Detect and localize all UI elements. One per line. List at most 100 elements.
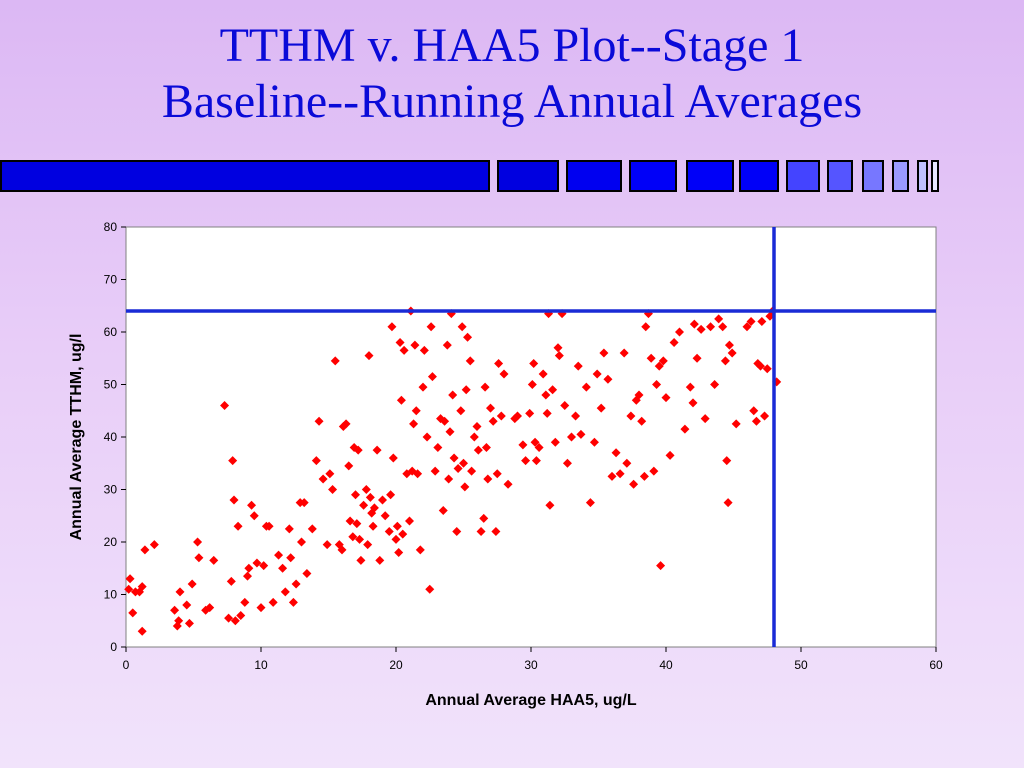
data-point [311,456,321,466]
data-point [264,521,274,531]
x-tick-label: 20 [389,658,403,672]
data-point [553,343,563,353]
data-point [718,322,728,332]
data-point [220,401,230,410]
data-point [430,466,440,476]
data-point [615,469,625,479]
data-point [460,482,470,492]
data-point [413,469,423,479]
x-tick-label: 0 [123,658,130,672]
data-point [363,540,373,550]
data-point [599,348,609,358]
data-point [355,534,365,544]
data-point [259,561,269,571]
data-point [433,443,443,452]
data-point [405,516,414,526]
data-point [560,401,570,410]
data-point [356,555,366,565]
data-point [521,456,531,466]
data-point [209,555,219,565]
slide-title-line-1: TTHM v. HAA5 Plot--Stage 1 [219,19,805,72]
data-point [513,411,522,421]
y-axis-title: Annual Average TTHM, ug/l [68,334,85,541]
x-tick-label: 30 [524,658,538,672]
data-point [476,527,486,536]
data-point [359,500,369,510]
data-point [603,374,613,384]
data-point [280,587,290,597]
data-point [762,364,772,374]
data-point [714,314,724,324]
data-point [194,553,204,563]
data-point [571,411,581,421]
data-point [352,519,362,529]
data-point [398,529,408,539]
data-point [724,340,734,350]
data-point [751,416,761,426]
data-point [422,432,432,442]
data-point [675,327,684,337]
data-point [499,369,509,379]
data-point [541,390,551,400]
data-point [637,416,647,426]
data-point [723,498,733,508]
data-point [685,382,695,392]
data-point [252,558,262,568]
data-point [656,561,666,571]
data-point [302,569,312,578]
data-point [386,490,396,500]
data-point [226,576,236,586]
data-point [351,490,360,500]
data-point [170,605,180,615]
slide-title: TTHM v. HAA5 Plot--Stage 1 Baseline--Run… [0,18,1024,130]
data-point [369,503,379,513]
y-tick-label: 30 [104,483,118,497]
data-point [692,353,702,363]
data-point [727,348,737,358]
data-point [542,408,552,418]
data-point [634,390,644,400]
deco-block [497,160,559,192]
data-point [585,498,595,508]
decorative-block-bar [0,160,1024,196]
data-point [527,380,537,389]
data-point [318,474,328,484]
data-point [291,579,301,589]
data-point [488,416,498,426]
data-point [125,574,135,584]
y-tick-label: 50 [104,378,118,392]
data-point [448,390,458,400]
data-point [256,603,266,613]
data-point [247,500,257,510]
data-point [661,393,671,403]
data-point [518,440,528,450]
data-point [244,563,254,573]
deco-block [686,160,734,192]
data-point [479,513,489,523]
data-point [348,532,358,542]
data-point [483,474,493,484]
data-point [641,322,651,332]
data-point [538,369,548,379]
data-point [128,608,138,618]
data-point [700,414,710,424]
data-point [442,340,452,350]
data-point [325,469,335,479]
data-point [396,395,406,405]
data-point [463,332,473,342]
data-point [124,584,134,594]
data-point [445,427,455,437]
data-point [387,322,397,332]
data-point [394,548,404,557]
data-point [573,361,583,371]
data-point [554,351,564,361]
data-point [496,411,506,421]
data-point [140,545,150,555]
data-point [449,453,459,463]
data-point [375,555,385,565]
deco-block [931,160,939,192]
data-point [467,466,477,476]
data-point [364,351,374,361]
data-point [457,322,467,332]
deco-block [786,160,820,192]
